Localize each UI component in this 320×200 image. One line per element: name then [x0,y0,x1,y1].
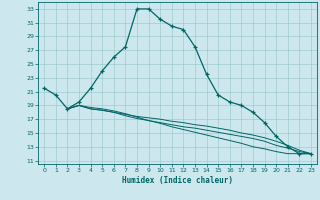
X-axis label: Humidex (Indice chaleur): Humidex (Indice chaleur) [122,176,233,185]
